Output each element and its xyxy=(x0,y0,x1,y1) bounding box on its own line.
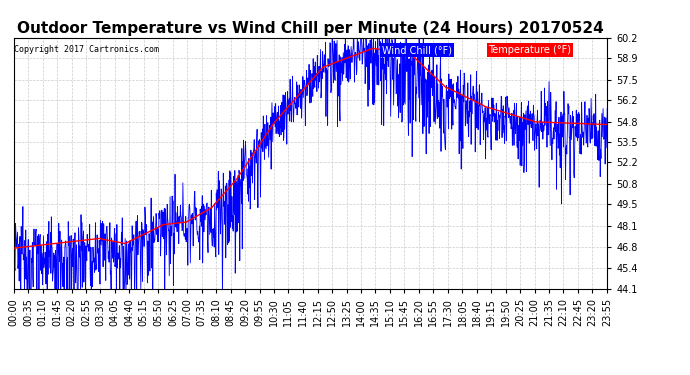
Text: Copyright 2017 Cartronics.com: Copyright 2017 Cartronics.com xyxy=(14,45,159,54)
Title: Outdoor Temperature vs Wind Chill per Minute (24 Hours) 20170524: Outdoor Temperature vs Wind Chill per Mi… xyxy=(17,21,604,36)
Text: Temperature (°F): Temperature (°F) xyxy=(489,45,571,55)
Text: Wind Chill (°F): Wind Chill (°F) xyxy=(382,45,452,55)
